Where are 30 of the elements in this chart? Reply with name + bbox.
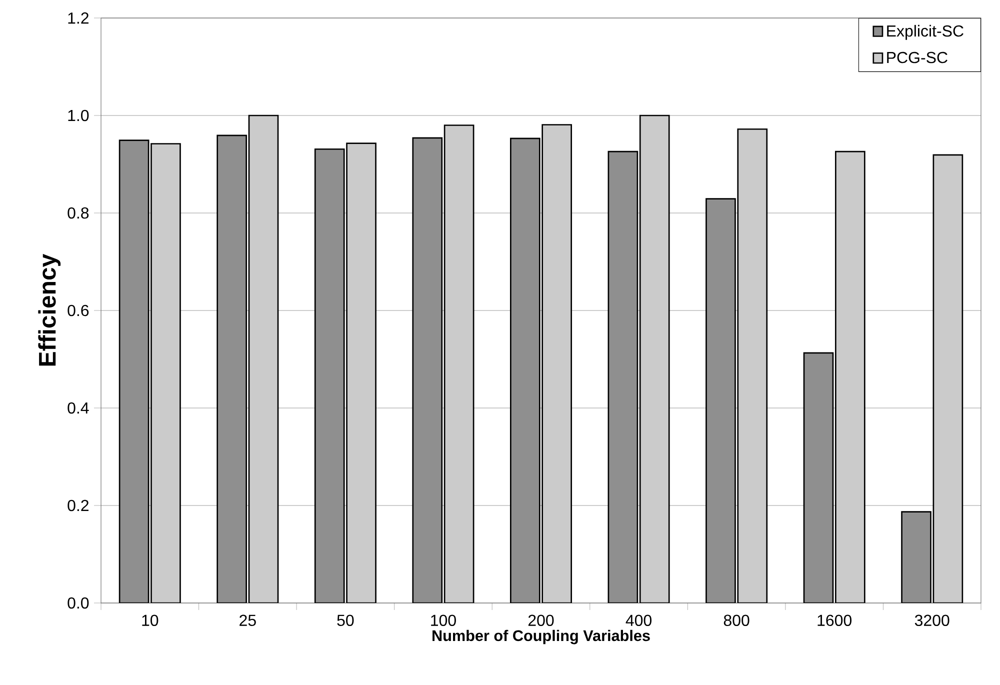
x-tick-label: 1600 — [818, 614, 852, 626]
y-tick-label: 0.0 — [68, 597, 89, 609]
y-axis-title: Efficiency — [38, 254, 61, 366]
bar — [346, 143, 376, 603]
x-tick-label: 200 — [528, 614, 554, 626]
x-axis-title: Number of Coupling Variables — [432, 630, 650, 644]
x-tick-label: 25 — [240, 614, 256, 626]
y-tick-label: 0.6 — [68, 304, 89, 316]
bar — [932, 154, 964, 603]
y-tick-label: 0.8 — [68, 207, 89, 219]
y-tick-label: 0.4 — [68, 402, 89, 414]
x-tick-label: 100 — [431, 614, 456, 626]
bar — [151, 144, 180, 603]
x-tick-label: 400 — [626, 614, 652, 626]
legend-label: Explicit-SC — [887, 24, 964, 40]
x-tick-label: 3200 — [914, 614, 950, 626]
x-tick-label: 800 — [724, 614, 750, 626]
bar — [542, 124, 572, 603]
legend-label: PCG-SC — [887, 52, 948, 64]
y-tick-label: 0.2 — [68, 500, 88, 512]
x-tick-label: 50 — [337, 614, 354, 626]
bar — [444, 125, 474, 603]
bar — [901, 511, 932, 603]
bar — [640, 115, 670, 603]
bar — [738, 129, 767, 603]
x-tick-label: 10 — [142, 614, 158, 626]
bar — [836, 152, 865, 603]
bar — [249, 115, 278, 603]
y-tick-label: 1.2 — [68, 12, 88, 24]
y-tick-label: 1.0 — [68, 110, 89, 122]
